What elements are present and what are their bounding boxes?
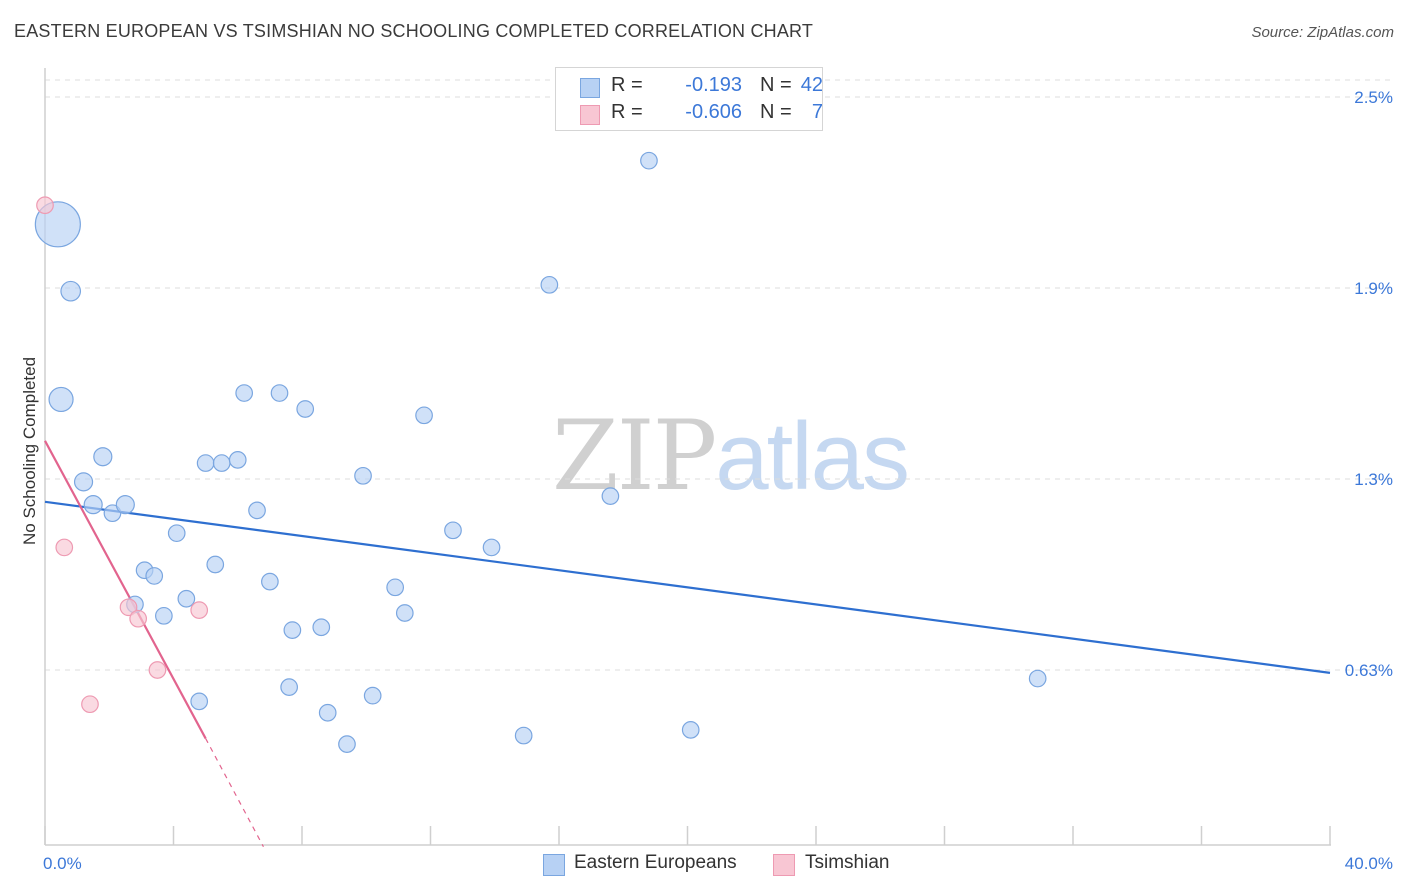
data-points <box>34 151 1047 753</box>
y-tick-label: 1.3% <box>1354 470 1393 489</box>
tsimshian-point <box>119 598 138 617</box>
eastern-european-point <box>1028 669 1047 688</box>
eastern-european-point <box>386 578 405 597</box>
eastern-european-point <box>248 501 266 520</box>
pink-swatch <box>580 105 600 125</box>
r-label: R = <box>611 74 643 96</box>
eastern-european-point <box>280 678 298 696</box>
eastern-european-point <box>155 606 173 625</box>
pink-swatch <box>773 854 795 876</box>
eastern-european-point <box>83 495 103 515</box>
eastern-european-point <box>190 692 209 711</box>
blue-swatch <box>580 78 600 98</box>
n-value: 7 <box>811 101 823 123</box>
watermark-atlas: atlas <box>715 403 910 510</box>
eastern-european-point <box>338 735 356 753</box>
trend-lines <box>44 440 1331 848</box>
eastern-european-point <box>640 151 658 170</box>
eastern-european-point <box>444 521 462 540</box>
eastern-european-point <box>363 686 382 705</box>
n-label: N = <box>760 101 792 123</box>
eastern-european-point <box>60 280 82 302</box>
x-tick-label: 0.0% <box>43 854 82 873</box>
legend-label: Eastern Europeans <box>574 852 737 873</box>
eastern-european-point <box>601 487 620 505</box>
eastern-european-point <box>681 721 700 739</box>
stats-legend: R = -0.193 N = 42 R = -0.606 N = 7 <box>555 67 823 131</box>
eastern-european-point <box>235 384 254 402</box>
tsimshian-point <box>81 695 99 714</box>
eastern-european-point <box>212 454 231 472</box>
r-value: -0.193 <box>685 74 742 96</box>
tsimshian-point <box>148 661 167 679</box>
watermark: ZIPatlas <box>552 400 910 512</box>
eastern-european-point <box>296 400 315 418</box>
source-credit: Source: ZipAtlas.com <box>1251 24 1394 41</box>
tsimshian-point <box>55 538 74 557</box>
eastern-european-point <box>354 466 372 485</box>
tick-labels: 2.5% 1.9% 1.3% 0.63% 0.0% 40.0% <box>43 88 1393 873</box>
watermark-zip: ZIP <box>552 400 717 512</box>
eastern-european-point <box>196 454 215 472</box>
eastern-european-point <box>206 555 225 574</box>
eastern-european-point <box>270 384 289 402</box>
eastern-european-point <box>514 726 533 745</box>
eastern-european-point <box>115 495 135 515</box>
eastern-european-point <box>103 504 122 523</box>
chart-title: EASTERN EUROPEAN VS TSIMSHIAN NO SCHOOLI… <box>14 21 814 41</box>
eastern-european-point <box>482 538 501 557</box>
y-tick-label: 1.9% <box>1354 279 1393 298</box>
eastern-european-point <box>312 618 331 637</box>
tsimshian-trend-line <box>44 440 207 739</box>
eastern-european-point <box>540 275 559 294</box>
r-label: R = <box>611 101 643 123</box>
eastern-european-point <box>73 472 94 492</box>
n-label: N = <box>760 74 792 96</box>
grid-lines <box>45 79 1395 671</box>
y-axis-label: No Schooling Completed <box>20 356 39 545</box>
eastern-european-point <box>261 572 279 591</box>
n-value: 42 <box>800 74 823 96</box>
tsimshian-trend-extension <box>205 738 264 848</box>
tsimshian-point <box>36 196 54 215</box>
x-tick-label: 40.0% <box>1345 854 1393 873</box>
eastern-european-trend-line <box>44 500 1331 674</box>
eastern-european-point <box>167 524 186 543</box>
eastern-european-point <box>228 451 247 469</box>
r-value: -0.606 <box>685 101 742 123</box>
eastern-european-point <box>93 447 113 467</box>
y-tick-label: 0.63% <box>1345 661 1393 680</box>
tsimshian-point <box>190 601 209 619</box>
eastern-european-point <box>415 406 433 425</box>
eastern-european-point <box>48 386 74 413</box>
y-tick-label: 2.5% <box>1354 88 1393 107</box>
legend-label: Tsimshian <box>805 852 890 873</box>
eastern-european-point <box>177 589 196 608</box>
tsimshian-point <box>129 609 148 628</box>
eastern-european-point <box>395 604 414 622</box>
eastern-european-point <box>318 703 337 722</box>
eastern-european-point <box>145 567 164 585</box>
eastern-european-point <box>283 621 302 639</box>
blue-swatch <box>543 854 565 876</box>
